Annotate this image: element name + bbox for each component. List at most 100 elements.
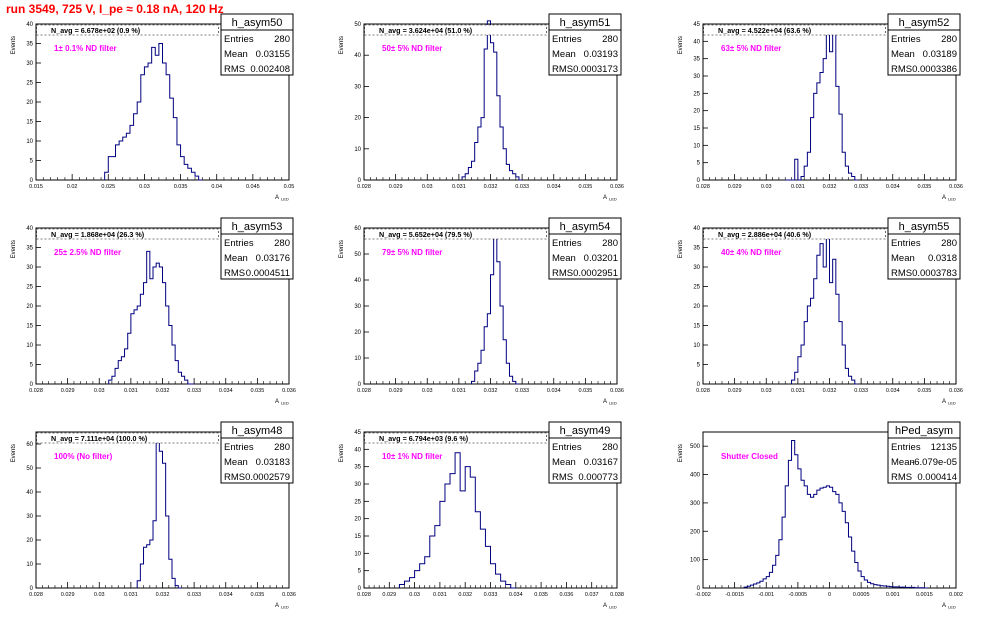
histogram-bin (172, 345, 175, 384)
histogram-name: h_asym53 (232, 221, 283, 233)
y-tick-label: 40 (26, 226, 33, 232)
histogram-bin (118, 361, 121, 384)
stats-label: RMS (552, 472, 573, 483)
stats-label: RMS (552, 64, 573, 75)
histogram-bars (108, 250, 195, 385)
histogram-bin (109, 380, 112, 384)
histogram-bin (137, 306, 140, 384)
navg-box (364, 228, 547, 240)
histogram-bin (500, 306, 503, 384)
histogram-bars (398, 452, 516, 589)
histogram-bin (181, 157, 185, 180)
histogram-bin (769, 572, 772, 588)
stats-label: Entries (552, 34, 582, 45)
y-tick-label: 40 (26, 22, 33, 28)
histogram-bin (867, 582, 870, 588)
stats-value: 0.03155 (256, 49, 290, 60)
histogram-bin (779, 540, 782, 588)
histogram-bin (484, 49, 487, 180)
x-tick-label: 0.032 (156, 388, 170, 394)
histogram-bin (175, 361, 178, 384)
stats-value: 0.000414 (917, 472, 957, 483)
x-tick-label: 0.0015 (916, 592, 933, 598)
y-tick-label: 10 (693, 143, 700, 149)
y-tick-label: 5 (697, 363, 701, 369)
y-tick-label: 5 (30, 159, 34, 165)
histogram-panel-h_asym50: 0 5 10 15 20 25 30 35 40 0.015 0.02 0.025 0.03 0.035 0… (11, 13, 294, 202)
y-tick-label: 30 (26, 514, 33, 520)
histogram-bin (839, 503, 842, 588)
histogram-bin (823, 487, 826, 588)
histogram-bars (791, 231, 858, 385)
histogram-bin (150, 540, 153, 588)
histogram-bin (830, 283, 833, 384)
histogram-bin (163, 283, 166, 384)
y-tick-label: 30 (26, 61, 33, 67)
x-tick-label: 0.04 (211, 184, 222, 190)
y-tick-label: 35 (693, 57, 700, 63)
stats-box (548, 421, 622, 484)
x-tick-label: 0.03 (422, 184, 433, 190)
x-tick-label: 0.034 (547, 388, 561, 394)
histogram-bin (852, 177, 855, 180)
stats-value: 12135 (931, 442, 957, 453)
histogram-bin (475, 512, 480, 588)
histogram-bars (785, 26, 858, 181)
histogram-panel-h_asym51: 0 10 20 30 40 50 0.028 0.029 0.03 0.031 0.032 0.033… (339, 13, 624, 202)
x-tick-label: 0.032 (458, 592, 472, 598)
histogram-bin (481, 350, 484, 384)
filter-annotation: 63± 5% ND filter (721, 44, 781, 53)
x-tick-label: 0.033 (515, 388, 529, 394)
y-tick-label: 300 (690, 501, 701, 507)
stats-value: 0.0002951 (573, 268, 618, 279)
histogram-bin (144, 67, 148, 180)
y-tick-label: 35 (26, 42, 33, 48)
x-tick-label: 0.029 (389, 184, 403, 190)
stats-value: 0.0003173 (573, 64, 618, 75)
histogram-bin (144, 547, 147, 588)
histogram-bin (116, 145, 120, 180)
histogram-bin (497, 262, 500, 384)
y-tick-label: 10 (354, 147, 361, 153)
x-tick-label: 0.034 (219, 592, 233, 598)
y-tick-label: 0 (697, 586, 701, 592)
x-tick-label: 0.035 (534, 592, 548, 598)
x-tick-label: -0.0005 (789, 592, 808, 598)
y-tick-label: 500 (690, 444, 701, 450)
histogram-bin (890, 587, 893, 588)
x-axis-label: A LED (275, 195, 289, 202)
stats-label: Entries (224, 238, 254, 249)
histogram-bin (785, 486, 788, 588)
histogram-bin (513, 381, 516, 384)
stats-label: RMS (552, 268, 573, 279)
y-tick-label: 25 (26, 285, 33, 291)
histogram-bin (864, 580, 867, 588)
y-tick-label: 100 (690, 558, 701, 564)
stats-value: 0.03193 (584, 49, 618, 60)
x-tick-label: 0.035 (250, 388, 264, 394)
filter-annotation: Shutter Closed (721, 452, 778, 461)
page-title: run 3549, 725 V, I_pe ≈ 0.18 nA, 120 Hz (6, 2, 224, 16)
histogram-bin (754, 584, 757, 588)
histogram-bin (481, 118, 484, 180)
x-tick-label: 0.035 (578, 184, 592, 190)
x-tick-label: 0.02 (67, 184, 78, 190)
histogram-bin (798, 357, 801, 384)
histogram-bin (478, 127, 481, 180)
histogram-bin (112, 157, 116, 180)
histogram-bin (833, 27, 836, 180)
histogram-bin (140, 294, 143, 384)
x-tick-label: 0.033 (187, 592, 201, 598)
histogram-bin (506, 585, 511, 588)
y-tick-label: 15 (354, 534, 361, 540)
stats-label: RMS (891, 268, 912, 279)
histogram-bin (855, 562, 858, 588)
histogram-bin (156, 263, 159, 384)
histogram-bin (440, 501, 445, 588)
x-tick-label: 0.035 (250, 592, 264, 598)
histogram-bin (817, 490, 820, 588)
histogram-panel-h_asym49: 0 5 10 15 20 25 30 35 40 45 0.028 0.029 0.03 0.031 0.0… (339, 421, 624, 610)
histogram-bin (435, 526, 440, 588)
y-tick-label: 35 (693, 246, 700, 252)
y-tick-label: 40 (26, 490, 33, 496)
